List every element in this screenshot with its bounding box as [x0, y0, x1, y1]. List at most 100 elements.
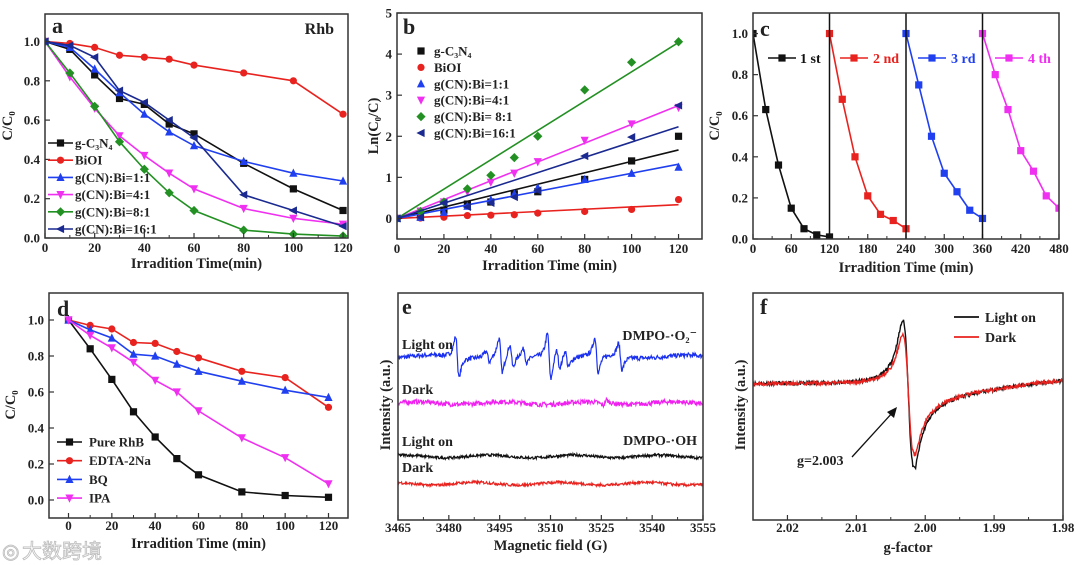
x-axis-label: Irradition Time (min)	[482, 258, 617, 274]
data-point	[510, 211, 518, 219]
watermark-text: 大数跨境	[22, 539, 102, 563]
y-tick-label: 5	[386, 6, 393, 21]
legend-label: Dark	[985, 331, 1016, 346]
legend-marker	[65, 438, 74, 446]
data-point	[580, 174, 589, 184]
legend-label: g(CN):Bi=4:1	[434, 93, 509, 108]
data-point	[1017, 147, 1025, 155]
y-axis-label: Intensity (a.u.)	[733, 360, 749, 451]
x-tick-label: 20	[105, 518, 118, 533]
panel-label: f	[760, 294, 768, 319]
y-tick-label: 3	[386, 88, 393, 103]
data-point	[86, 325, 95, 334]
plot-frame	[48, 292, 349, 519]
x-tick-label: 40	[484, 241, 497, 256]
data-point	[324, 480, 333, 489]
data-point	[486, 198, 495, 207]
data-point	[1055, 204, 1059, 212]
legend-marker	[65, 457, 74, 465]
data-point	[151, 433, 159, 441]
y-axis-label: C/C₀	[0, 111, 16, 141]
plot-frame	[752, 12, 1060, 240]
annotation-o2: DMPO-·O₂⁻	[622, 329, 697, 344]
spectrum-1	[398, 396, 703, 409]
data-point	[927, 132, 936, 140]
data-point	[139, 98, 148, 107]
x-tick-label: 240	[896, 241, 916, 256]
data-point	[324, 493, 333, 501]
x-tick-label: 1.99	[983, 520, 1006, 535]
plot-area	[397, 37, 684, 224]
data-point	[281, 454, 290, 463]
legend-marker	[416, 128, 425, 138]
legend-marker	[56, 191, 65, 200]
x-tick-label: 3510	[538, 520, 564, 535]
data-point	[91, 43, 99, 52]
legend-marker	[56, 156, 65, 164]
data-point	[238, 488, 246, 496]
data-point	[966, 206, 974, 214]
data-point	[239, 156, 248, 165]
data-point	[1042, 192, 1050, 200]
y-tick-label: 4	[386, 47, 393, 62]
series-line-3	[45, 41, 344, 226]
data-point	[172, 388, 181, 397]
data-point	[627, 57, 637, 67]
panel-label: e	[402, 294, 412, 319]
data-point	[486, 170, 496, 180]
watermark-logo: ◎	[2, 539, 19, 563]
panel-f: 2.02 2.01 2.00 1.99 1.98 g-factor Intensity (a…	[733, 292, 1075, 556]
panel-label: d	[57, 296, 69, 321]
legend-marker	[417, 63, 425, 71]
y-tick-label: 0.0	[28, 493, 44, 508]
data-point	[129, 358, 138, 367]
data-point	[140, 151, 149, 161]
data-point	[165, 120, 173, 128]
x-tick-label: 20	[437, 241, 450, 256]
spectrum-0	[398, 332, 703, 380]
x-tick-label: 420	[1011, 241, 1031, 256]
data-point	[889, 216, 897, 225]
y-tick-label: 0	[386, 211, 393, 226]
legend-marker	[417, 47, 425, 55]
data-point	[90, 53, 99, 62]
y-axis-label: Ln(C₀/C)	[366, 97, 382, 154]
data-point	[581, 207, 589, 216]
data-point	[114, 86, 124, 95]
x-tick-label: 120	[333, 240, 353, 255]
series-line-2	[68, 319, 329, 399]
data-point	[173, 455, 181, 463]
legend-label: 4 th	[1028, 52, 1051, 67]
data-point	[289, 185, 297, 193]
data-point	[289, 168, 298, 177]
data-point	[173, 347, 181, 356]
data-point	[787, 204, 795, 212]
data-point	[165, 55, 173, 63]
arrow-icon	[887, 407, 897, 418]
data-point	[140, 53, 148, 61]
legend-label: 3 rd	[951, 52, 976, 67]
legend-label: IPA	[89, 491, 111, 506]
data-point	[189, 185, 199, 194]
data-point	[534, 209, 542, 217]
legend-label: g(CN):Bi=1:1	[434, 76, 509, 91]
data-point	[194, 366, 203, 375]
data-point	[151, 376, 160, 385]
data-point	[953, 188, 961, 196]
data-point	[91, 71, 99, 79]
data-point	[64, 316, 73, 325]
legend-label: Light on	[985, 311, 1036, 326]
data-point	[288, 206, 297, 215]
x-tick-label: 1.98	[1052, 520, 1075, 535]
x-tick-label: 0	[750, 241, 757, 256]
legend-label: 1 st	[800, 52, 821, 67]
x-tick-label: 300	[935, 241, 955, 256]
legend-marker	[778, 54, 786, 62]
data-point	[115, 132, 124, 141]
data-point	[289, 214, 298, 223]
x-tick-label: 2.00	[914, 520, 937, 535]
annotation-oh: DMPO-·OH	[623, 434, 697, 449]
x-tick-label: 40	[149, 518, 162, 533]
legend-label: g-C₃N₄	[75, 136, 113, 151]
series-line-0	[45, 40, 344, 212]
